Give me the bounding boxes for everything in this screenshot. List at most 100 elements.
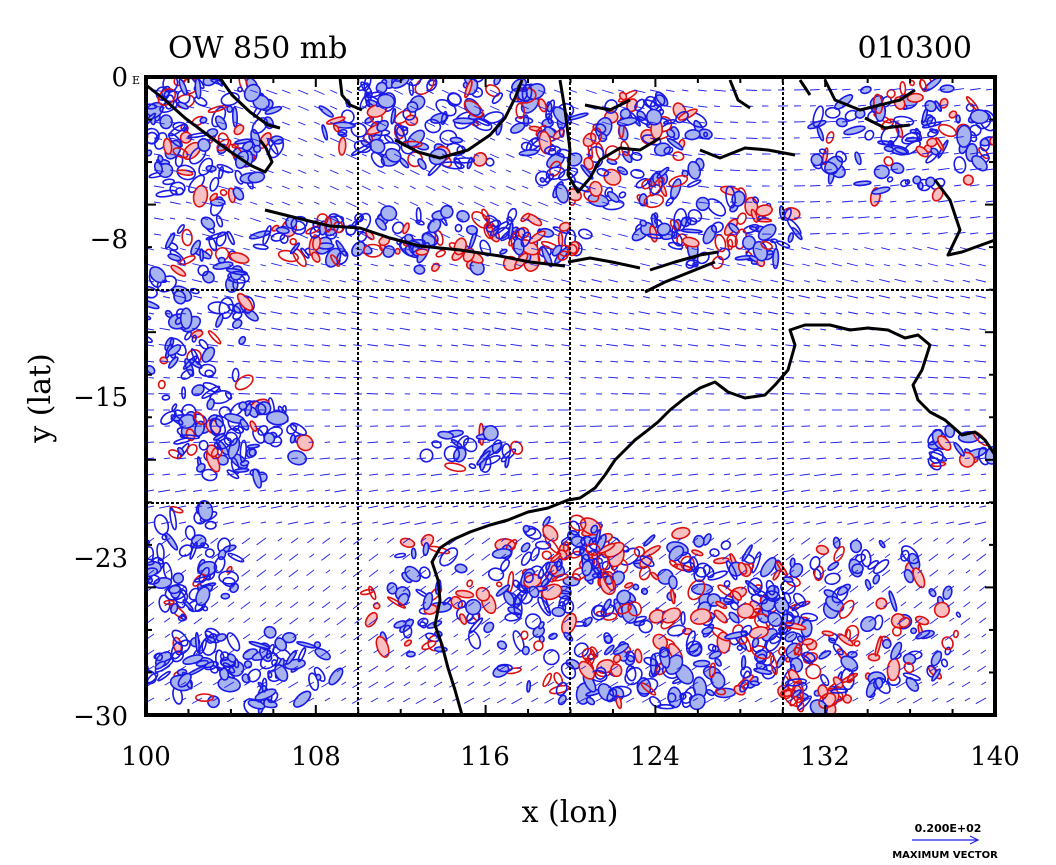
wind-vector	[271, 262, 283, 267]
wind-vector	[257, 633, 267, 641]
wind-vector	[561, 328, 571, 331]
negative-contour	[462, 437, 478, 453]
negative-contour	[171, 629, 189, 647]
wind-vector	[212, 328, 219, 331]
wind-vector	[579, 344, 587, 347]
wind-vector	[302, 360, 315, 363]
wind-vector	[313, 169, 319, 173]
wind-vector	[633, 185, 644, 189]
negative-contour	[624, 666, 643, 686]
wind-vector	[665, 121, 677, 125]
wind-vector	[835, 280, 843, 283]
negative-contour	[176, 164, 196, 181]
negative-contour	[396, 125, 409, 137]
negative-contour	[901, 131, 921, 145]
wind-vector	[738, 569, 747, 576]
wind-vector	[270, 311, 283, 315]
wind-vector	[457, 185, 464, 189]
wind-vector	[290, 537, 299, 544]
negative-contour	[146, 669, 157, 685]
wind-vector	[308, 633, 315, 639]
wind-vector	[768, 311, 779, 315]
negative-contour	[847, 650, 858, 659]
wind-vector	[212, 697, 219, 702]
wind-vector	[368, 665, 379, 673]
negative-contour	[257, 401, 272, 416]
wind-vector	[368, 489, 379, 493]
negative-contour	[969, 109, 990, 125]
wind-vector	[341, 697, 347, 701]
positive-contour	[813, 565, 825, 582]
negative-contour	[246, 443, 261, 449]
wind-vector	[836, 569, 843, 575]
wind-vector	[243, 649, 251, 655]
wind-vector	[912, 697, 923, 704]
wind-vector	[921, 88, 931, 91]
positive-contour	[760, 240, 773, 251]
negative-contour	[402, 624, 413, 639]
vorticity-fields	[146, 77, 995, 715]
positive-contour	[838, 599, 855, 619]
wind-vector	[384, 649, 395, 657]
wind-vector	[153, 217, 164, 221]
wind-vector	[417, 665, 427, 672]
negative-contour	[929, 449, 944, 464]
wind-vector	[641, 537, 651, 545]
negative-contour	[247, 699, 266, 710]
wind-vector	[881, 489, 891, 492]
negative-contour	[383, 134, 394, 144]
wind-vector	[574, 311, 587, 315]
wind-vector	[897, 360, 907, 363]
wind-vector	[857, 216, 870, 219]
wind-vector	[592, 311, 603, 315]
negative-contour	[386, 582, 398, 595]
negative-contour	[667, 692, 677, 703]
wind-vector	[610, 441, 619, 444]
wind-vector	[243, 296, 251, 299]
negative-contour	[410, 547, 417, 560]
wind-vector	[511, 505, 523, 509]
wind-vector	[514, 569, 523, 576]
negative-contour	[265, 643, 275, 659]
positive-contour	[643, 193, 665, 209]
negative-contour	[709, 548, 720, 558]
wind-vector	[817, 601, 827, 609]
wind-vector	[942, 457, 955, 460]
wind-vector	[212, 280, 219, 283]
wind-vector	[770, 344, 779, 347]
wind-vector	[261, 617, 267, 622]
negative-contour	[189, 287, 200, 295]
wind-vector	[889, 216, 897, 219]
wind-vector	[681, 137, 693, 140]
wind-vector	[816, 457, 827, 460]
negative-contour	[671, 231, 683, 247]
negative-contour	[647, 233, 664, 240]
wind-vector	[911, 295, 923, 299]
wind-vector	[425, 89, 434, 95]
wind-vector	[658, 633, 667, 640]
wind-vector	[457, 121, 463, 125]
wind-vector	[336, 665, 347, 673]
wind-vector	[720, 537, 731, 546]
wind-vector	[681, 105, 694, 109]
wind-vector	[595, 585, 603, 591]
positive-contour	[818, 692, 837, 709]
negative-contour	[824, 106, 841, 119]
negative-contour	[663, 146, 674, 155]
wind-vector	[482, 649, 491, 656]
wind-vector	[786, 585, 795, 593]
negative-contour	[653, 212, 659, 220]
negative-contour	[630, 168, 645, 179]
wind-vector	[617, 169, 625, 173]
wind-vector	[329, 201, 336, 206]
wind-vector	[228, 489, 235, 492]
wind-vector	[324, 633, 331, 638]
wind-vector	[884, 553, 891, 559]
wind-vector	[511, 489, 523, 493]
wind-vector	[194, 457, 203, 460]
wind-vector	[345, 185, 353, 190]
wind-vector	[946, 537, 955, 544]
wind-vector	[489, 217, 499, 223]
wind-vector	[591, 665, 603, 673]
wind-vector	[402, 537, 411, 544]
